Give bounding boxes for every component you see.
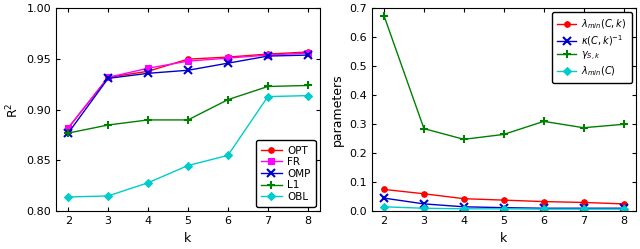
Line: OBL: OBL bbox=[65, 93, 310, 200]
OPT bbox=[264, 53, 271, 56]
OMP bbox=[264, 55, 271, 58]
$\lambda_{min}(C,k)$ bbox=[460, 197, 468, 200]
Line: $\lambda_{min}(C,k)$: $\lambda_{min}(C,k)$ bbox=[381, 187, 627, 207]
L1 bbox=[104, 124, 112, 126]
$\lambda_{min}(C)$ bbox=[500, 207, 508, 210]
OBL bbox=[104, 194, 112, 197]
L1 bbox=[264, 85, 271, 88]
$\lambda_{min}(C)$ bbox=[620, 208, 627, 211]
$\gamma_{S,k}$ bbox=[580, 126, 588, 129]
X-axis label: k: k bbox=[184, 232, 191, 245]
$\gamma_{S,k}$ bbox=[540, 120, 548, 123]
$\gamma_{S,k}$ bbox=[380, 14, 388, 17]
FR bbox=[144, 67, 152, 70]
$\lambda_{min}(C,k)$ bbox=[380, 188, 388, 191]
OMP bbox=[224, 62, 232, 65]
OMP bbox=[104, 77, 112, 80]
$\kappa(C,k)^{-1}$ bbox=[540, 207, 548, 210]
Legend: OPT, FR, OMP, L1, OBL: OPT, FR, OMP, L1, OBL bbox=[256, 140, 316, 207]
Line: $\lambda_{min}(C)$: $\lambda_{min}(C)$ bbox=[381, 204, 627, 212]
$\kappa(C,k)^{-1}$ bbox=[380, 197, 388, 200]
$\lambda_{min}(C,k)$ bbox=[500, 199, 508, 202]
$\kappa(C,k)^{-1}$ bbox=[460, 205, 468, 208]
OMP bbox=[144, 72, 152, 75]
OPT bbox=[104, 76, 112, 79]
$\kappa(C,k)^{-1}$ bbox=[620, 207, 627, 210]
Line: $\gamma_{S,k}$: $\gamma_{S,k}$ bbox=[380, 11, 628, 143]
$\lambda_{min}(C)$ bbox=[540, 208, 548, 211]
X-axis label: k: k bbox=[500, 232, 508, 245]
Legend: $\lambda_{min}(C,k)$, $\kappa(C,k)^{-1}$, $\gamma_{S,k}$, $\lambda_{min}(C)$: $\lambda_{min}(C,k)$, $\kappa(C,k)^{-1}$… bbox=[552, 12, 632, 83]
L1 bbox=[144, 119, 152, 122]
Line: $\kappa(C,k)^{-1}$: $\kappa(C,k)^{-1}$ bbox=[380, 194, 628, 212]
$\kappa(C,k)^{-1}$ bbox=[500, 206, 508, 209]
Y-axis label: parameters: parameters bbox=[331, 73, 344, 146]
FR bbox=[224, 57, 232, 60]
OMP bbox=[304, 54, 312, 57]
$\lambda_{min}(C,k)$ bbox=[540, 200, 548, 203]
$\lambda_{min}(C)$ bbox=[460, 207, 468, 210]
OPT bbox=[184, 58, 192, 61]
OBL bbox=[224, 154, 232, 157]
OBL bbox=[65, 195, 72, 198]
OMP bbox=[65, 132, 72, 135]
OBL bbox=[184, 164, 192, 167]
OPT bbox=[224, 56, 232, 59]
FR bbox=[304, 52, 312, 55]
$\gamma_{S,k}$ bbox=[500, 133, 508, 136]
$\kappa(C,k)^{-1}$ bbox=[420, 202, 428, 205]
FR bbox=[104, 76, 112, 79]
OPT bbox=[304, 51, 312, 54]
$\lambda_{min}(C)$ bbox=[380, 205, 388, 208]
$\gamma_{S,k}$ bbox=[420, 127, 428, 130]
Line: OPT: OPT bbox=[65, 49, 310, 131]
$\gamma_{S,k}$ bbox=[620, 123, 627, 126]
$\kappa(C,k)^{-1}$ bbox=[580, 207, 588, 210]
L1 bbox=[224, 98, 232, 101]
OBL bbox=[304, 94, 312, 97]
OBL bbox=[264, 95, 271, 98]
$\lambda_{min}(C,k)$ bbox=[580, 201, 588, 204]
L1 bbox=[65, 132, 72, 135]
OPT bbox=[144, 70, 152, 73]
Line: FR: FR bbox=[65, 50, 310, 131]
FR bbox=[264, 54, 271, 57]
Line: L1: L1 bbox=[64, 81, 312, 137]
$\lambda_{min}(C)$ bbox=[420, 207, 428, 210]
OPT bbox=[65, 126, 72, 129]
$\lambda_{min}(C,k)$ bbox=[420, 192, 428, 195]
OBL bbox=[144, 181, 152, 184]
FR bbox=[184, 60, 192, 63]
Y-axis label: R$^2$: R$^2$ bbox=[4, 102, 21, 118]
Line: OMP: OMP bbox=[64, 51, 312, 137]
$\lambda_{min}(C,k)$ bbox=[620, 202, 627, 205]
FR bbox=[65, 126, 72, 129]
L1 bbox=[184, 119, 192, 122]
L1 bbox=[304, 84, 312, 87]
$\gamma_{S,k}$ bbox=[460, 138, 468, 141]
$\lambda_{min}(C)$ bbox=[580, 208, 588, 211]
OMP bbox=[184, 69, 192, 72]
